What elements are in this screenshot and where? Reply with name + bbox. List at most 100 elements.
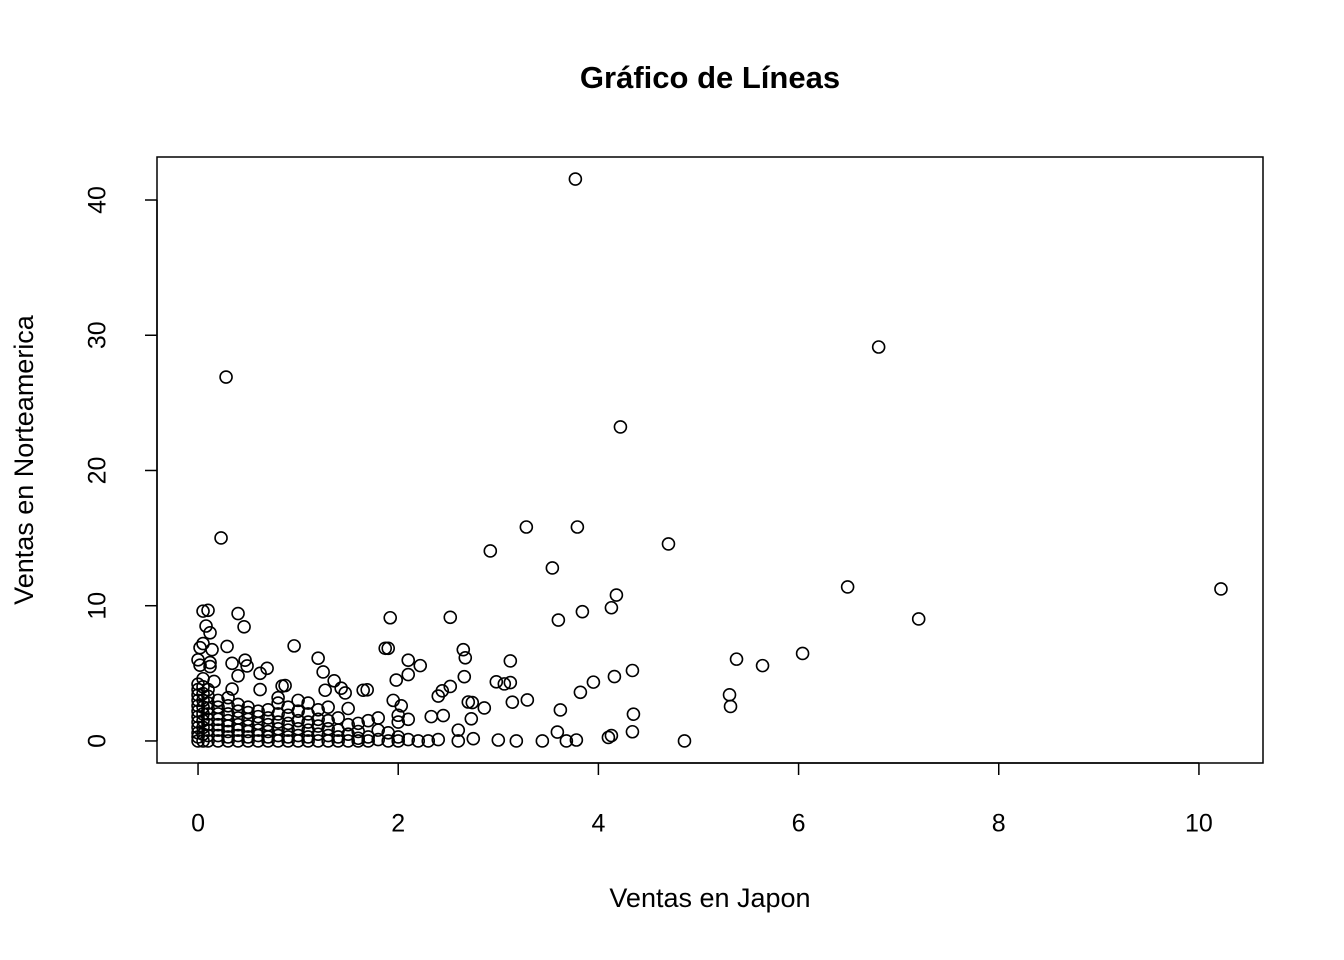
point bbox=[519, 520, 534, 534]
point bbox=[203, 625, 217, 640]
point bbox=[431, 732, 446, 747]
point bbox=[253, 666, 267, 681]
point bbox=[609, 588, 624, 602]
point bbox=[520, 693, 535, 707]
point bbox=[604, 728, 619, 743]
point bbox=[331, 734, 345, 748]
point bbox=[458, 650, 473, 665]
point bbox=[391, 734, 406, 748]
point bbox=[391, 715, 406, 729]
y-tick-label: 0 bbox=[84, 734, 112, 748]
point bbox=[351, 716, 365, 731]
point bbox=[626, 707, 641, 721]
point bbox=[755, 658, 770, 673]
point bbox=[535, 734, 550, 748]
point bbox=[401, 667, 416, 682]
point bbox=[219, 370, 233, 384]
point bbox=[457, 669, 472, 684]
point bbox=[271, 707, 285, 721]
point bbox=[231, 697, 245, 712]
point bbox=[203, 659, 217, 674]
plot-frame bbox=[156, 156, 1264, 764]
point bbox=[661, 537, 676, 551]
point bbox=[421, 734, 436, 748]
point bbox=[383, 610, 398, 625]
point bbox=[287, 639, 301, 653]
point bbox=[613, 420, 628, 434]
point bbox=[356, 683, 370, 698]
point bbox=[722, 688, 737, 702]
point bbox=[311, 712, 325, 727]
x-tick-label: 2 bbox=[391, 810, 405, 838]
point bbox=[389, 673, 404, 687]
point bbox=[237, 620, 251, 634]
point bbox=[361, 734, 375, 748]
point bbox=[199, 619, 213, 633]
point bbox=[569, 733, 584, 747]
point bbox=[321, 721, 335, 736]
point bbox=[911, 612, 926, 626]
point bbox=[381, 641, 396, 656]
point bbox=[360, 683, 374, 697]
point bbox=[729, 652, 744, 666]
point bbox=[391, 730, 406, 744]
y-tick-label: 40 bbox=[84, 186, 112, 214]
point bbox=[551, 613, 566, 627]
point bbox=[301, 734, 315, 748]
point bbox=[451, 723, 466, 737]
y-tick-label: 30 bbox=[84, 321, 112, 349]
point bbox=[341, 734, 355, 748]
point bbox=[201, 603, 215, 618]
point bbox=[477, 701, 492, 715]
point bbox=[401, 732, 416, 747]
point bbox=[225, 656, 239, 671]
point bbox=[443, 679, 458, 694]
point bbox=[193, 640, 207, 655]
point bbox=[483, 544, 498, 558]
point bbox=[291, 713, 305, 728]
point bbox=[191, 720, 205, 735]
point bbox=[253, 682, 267, 697]
point bbox=[466, 731, 481, 746]
point bbox=[278, 678, 292, 693]
point bbox=[401, 653, 416, 668]
point bbox=[871, 340, 886, 354]
point bbox=[338, 686, 352, 700]
point bbox=[378, 641, 393, 656]
point bbox=[271, 690, 285, 705]
point bbox=[503, 654, 518, 668]
point bbox=[251, 704, 265, 719]
point bbox=[465, 695, 480, 710]
point bbox=[840, 580, 855, 594]
point bbox=[341, 717, 355, 732]
y-tick-label: 10 bbox=[84, 592, 112, 620]
point bbox=[573, 685, 588, 700]
point bbox=[311, 703, 325, 717]
point bbox=[327, 673, 341, 688]
y-axis-title: Ventas en Norteamerica bbox=[9, 314, 39, 605]
point bbox=[550, 725, 565, 739]
point bbox=[351, 731, 365, 746]
point bbox=[431, 689, 446, 703]
point bbox=[604, 600, 619, 615]
x-tick-label: 6 bbox=[792, 810, 806, 838]
point bbox=[505, 695, 520, 709]
point bbox=[291, 693, 305, 708]
point bbox=[401, 712, 416, 727]
point bbox=[625, 663, 640, 678]
y-tick-label: 20 bbox=[84, 457, 112, 485]
x-tick-label: 4 bbox=[591, 810, 605, 838]
point bbox=[795, 646, 810, 661]
point bbox=[545, 561, 560, 575]
point bbox=[386, 693, 401, 708]
point bbox=[371, 711, 386, 725]
point bbox=[625, 724, 640, 739]
point bbox=[207, 674, 221, 689]
point bbox=[240, 659, 254, 673]
point bbox=[413, 658, 428, 673]
point bbox=[321, 713, 335, 728]
point bbox=[601, 730, 616, 745]
point bbox=[575, 604, 590, 619]
point bbox=[489, 675, 504, 689]
point bbox=[456, 642, 471, 657]
